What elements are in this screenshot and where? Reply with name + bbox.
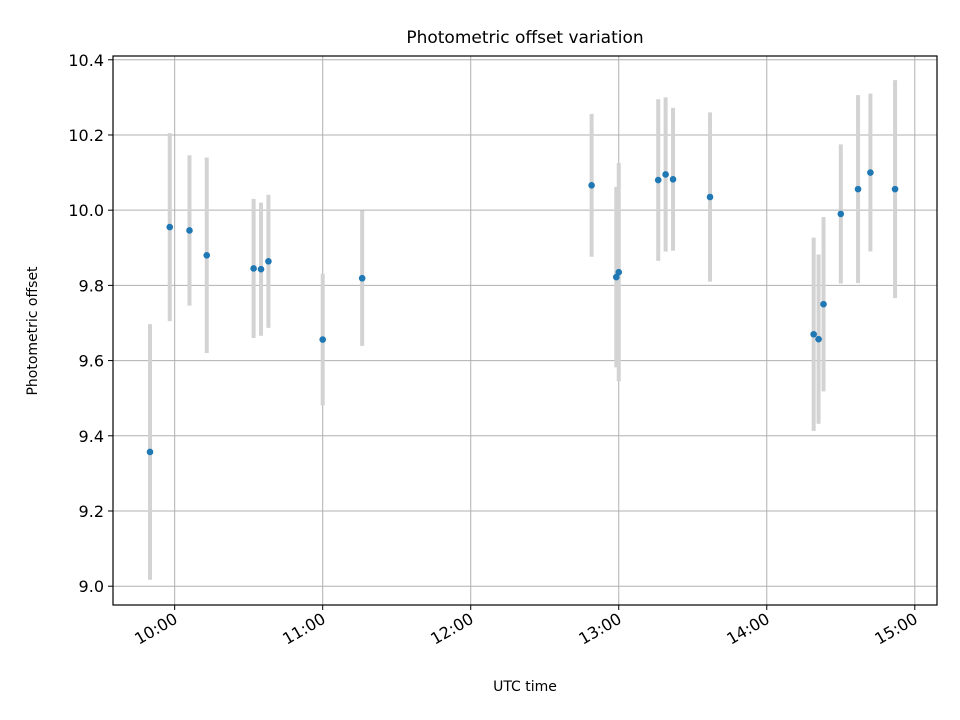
- y-tick-label: 10.0: [68, 201, 104, 220]
- data-points: [146, 169, 899, 456]
- x-tick-label: 15:00: [871, 609, 920, 649]
- y-tick-label: 9.6: [79, 352, 104, 371]
- data-point: [669, 176, 677, 183]
- data-point: [867, 169, 874, 176]
- axis-ticks: 9.0 9.2 9.4 9.6 9.8 10.0 10.2 10.4 10:00 11:00 12:…: [68, 51, 920, 649]
- y-tick-label: 10.2: [68, 126, 104, 145]
- data-point: [815, 335, 822, 343]
- y-tick-label: 10.4: [68, 51, 104, 70]
- data-point: [820, 300, 827, 308]
- data-point: [854, 185, 862, 193]
- error-bars: [148, 80, 898, 580]
- data-point: [319, 336, 327, 343]
- data-point: [615, 268, 623, 276]
- y-axis-label: Photometric offset: [25, 266, 41, 396]
- y-tick-label: 9.0: [79, 577, 104, 596]
- data-point: [257, 265, 265, 273]
- x-tick-label: 12:00: [427, 609, 476, 649]
- data-point: [146, 448, 154, 456]
- plot-frame: [112, 55, 938, 606]
- data-point: [186, 227, 193, 234]
- data-point: [166, 223, 174, 231]
- data-point: [588, 182, 595, 189]
- data-point: [810, 330, 817, 338]
- data-point: [612, 273, 620, 281]
- grid-layer: [113, 56, 937, 605]
- data-point: [250, 265, 257, 272]
- data-point: [837, 210, 845, 218]
- data-point: [358, 274, 366, 282]
- data-point: [891, 185, 899, 193]
- data-point: [203, 251, 211, 259]
- chart-title: Photometric offset variation: [406, 28, 643, 48]
- y-tick-label: 9.8: [79, 276, 104, 295]
- data-point: [662, 171, 669, 178]
- data-point: [654, 176, 662, 184]
- y-tick-label: 9.2: [79, 502, 104, 521]
- x-tick-label: 10:00: [131, 609, 180, 649]
- x-axis-label: UTC time: [493, 679, 557, 695]
- x-tick-label: 11:00: [279, 609, 328, 649]
- data-point: [706, 193, 714, 201]
- y-tick-label: 9.4: [79, 427, 104, 446]
- x-tick-label: 14:00: [723, 609, 772, 649]
- x-tick-label: 13:00: [575, 609, 624, 649]
- data-point: [265, 258, 272, 265]
